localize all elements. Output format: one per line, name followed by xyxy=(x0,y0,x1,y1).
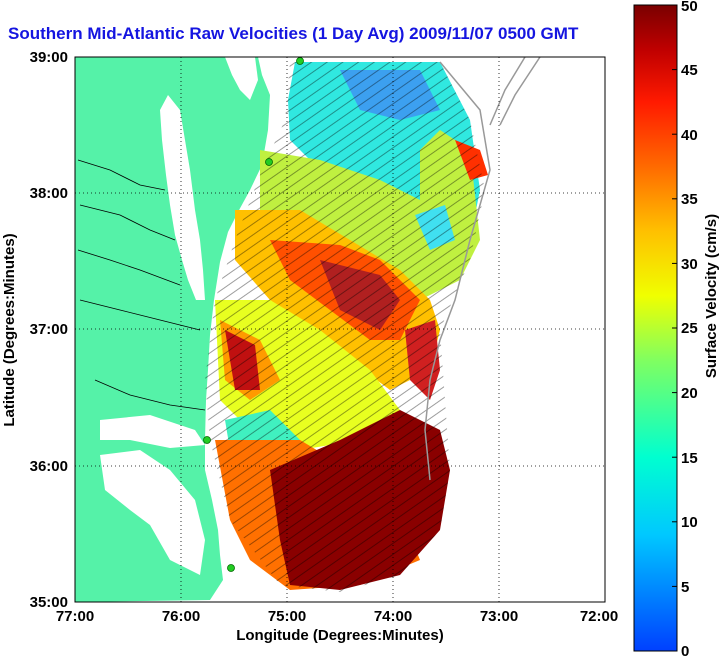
albemarle-sound xyxy=(100,415,205,448)
colorbar-tick: 35 xyxy=(681,191,698,208)
x-tick: 75:00 xyxy=(268,608,306,625)
y-tick: 39:00 xyxy=(30,49,68,66)
y-axis-label: Latitude (Degrees:Minutes) xyxy=(1,233,18,426)
colorbar-tick: 50 xyxy=(681,0,698,15)
y-tick: 36:00 xyxy=(30,458,68,475)
velocity-arrows xyxy=(205,62,485,592)
y-tick: 35:00 xyxy=(30,594,68,611)
y-tick: 37:00 xyxy=(30,321,68,338)
x-tick: 73:00 xyxy=(480,608,518,625)
station-mid-north xyxy=(265,158,273,166)
x-tick: 76:00 xyxy=(162,608,200,625)
colorbar xyxy=(633,4,678,652)
map-title: Southern Mid-Atlantic Raw Velocities (1 … xyxy=(8,24,579,43)
x-axis-label: Longitude (Degrees:Minutes) xyxy=(236,627,444,644)
colorbar-tick: 30 xyxy=(681,256,698,273)
pamlico-sound xyxy=(100,450,205,575)
colorbar-tick: 20 xyxy=(681,385,698,402)
colorbar-tick: 45 xyxy=(681,62,698,79)
chesapeake-bay xyxy=(160,95,205,300)
x-tick: 77:00 xyxy=(56,608,94,625)
colorbar-tick-marks xyxy=(672,4,677,587)
x-tick: 74:00 xyxy=(374,608,412,625)
bathymetry-contours xyxy=(424,57,541,481)
y-axis-ticks: 39:00 38:00 37:00 36:00 35:00 xyxy=(30,49,68,611)
y-tick: 38:00 xyxy=(30,185,68,202)
station-north xyxy=(296,57,304,65)
station-mid-south xyxy=(203,436,211,444)
colorbar-ticks: 50 45 40 35 30 25 20 15 10 5 0 xyxy=(681,0,698,659)
colorbar-tick: 15 xyxy=(681,450,698,467)
river-lines xyxy=(77,159,206,411)
colorbar-tick: 0 xyxy=(681,643,689,659)
station-south xyxy=(227,564,235,572)
x-tick: 72:00 xyxy=(580,608,618,625)
colorbar-label: Surface Velocity (cm/s) xyxy=(703,214,720,378)
colorbar-tick: 10 xyxy=(681,514,698,531)
delaware-bay xyxy=(225,57,258,100)
x-axis-ticks: 77:00 76:00 75:00 74:00 73:00 72:00 xyxy=(56,608,618,625)
colorbar-tick: 40 xyxy=(681,127,698,144)
axes-frame xyxy=(74,56,606,603)
grid-lines xyxy=(75,57,605,602)
colorbar-tick: 5 xyxy=(681,579,689,596)
colorbar-tick: 25 xyxy=(681,320,698,337)
